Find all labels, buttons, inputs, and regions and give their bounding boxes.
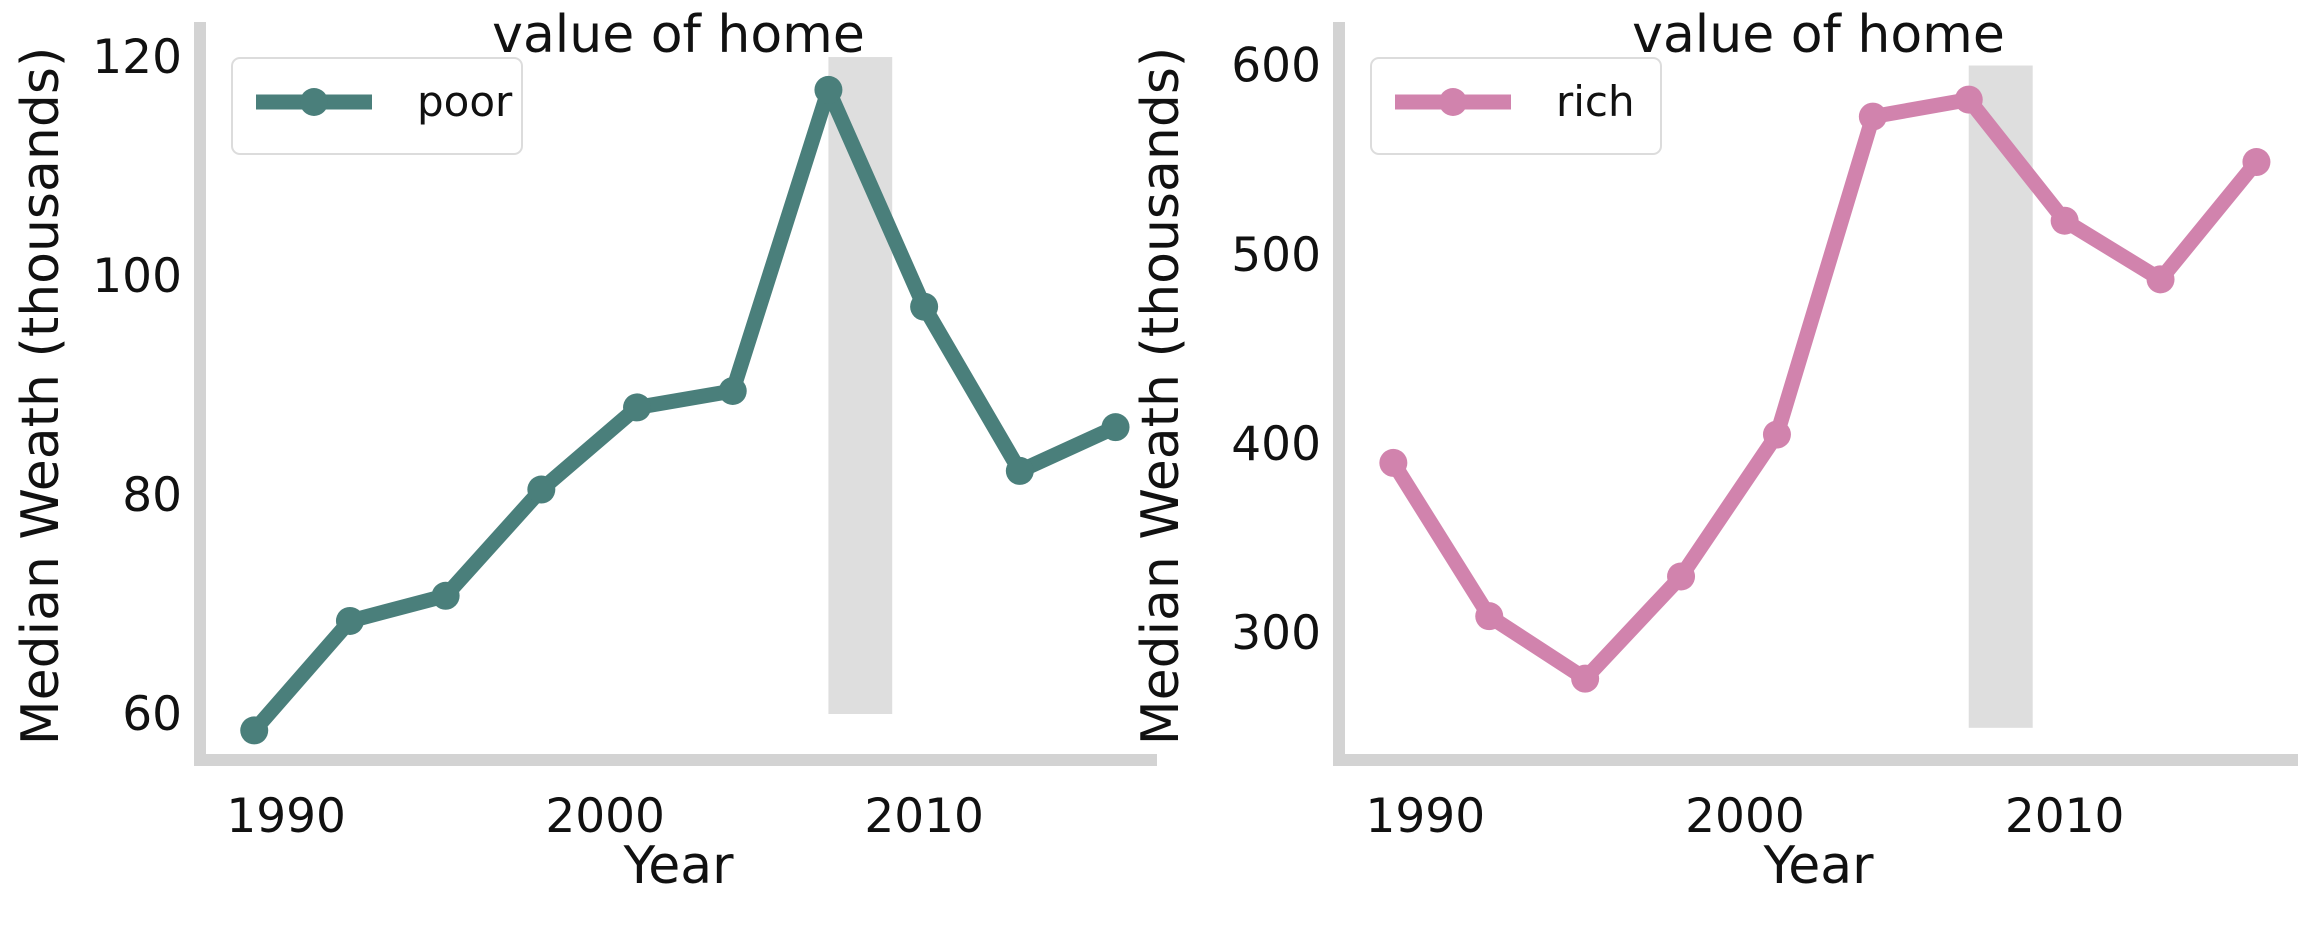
chart-1-x-tick-label: 2000 — [545, 789, 665, 844]
chart-1-legend-label: poor — [417, 77, 513, 126]
chart-2-data-point — [2242, 148, 2271, 177]
chart-1-data-point — [623, 393, 652, 422]
chart-1-data-point — [718, 377, 747, 405]
chart-2-data-point — [1954, 85, 1983, 114]
chart-2-x-tick-label: 1990 — [1365, 789, 1485, 844]
chart-2-data-point — [2146, 265, 2175, 294]
chart-2-y-tick-label: 400 — [1231, 417, 1321, 472]
chart-2-y-tick-label: 500 — [1231, 228, 1321, 283]
chart-1-x-tick-label: 1990 — [226, 789, 346, 844]
chart-1-legend-box — [231, 57, 523, 155]
chart-2-y-tick-label: 600 — [1231, 39, 1321, 94]
chart-1-legend-marker — [300, 88, 328, 116]
chart-2-data-point — [1379, 448, 1408, 477]
chart-2-legend-marker — [1439, 88, 1467, 116]
chart-2-data-point — [2050, 206, 2079, 235]
chart-1-y-tick-label: 60 — [122, 687, 182, 742]
chart-2-data-point — [1762, 420, 1791, 449]
chart-panel-1: 60 80 100 120 1990 2000 2010 value of home Year M… — [11, 5, 1157, 896]
chart-2-legend-box — [1370, 57, 1662, 155]
chart-2-x-tick-label: 2010 — [2005, 789, 2125, 844]
chart-1-data-point — [814, 75, 843, 104]
chart-1-data-point — [335, 606, 364, 635]
chart-2-x-axis-label: Year — [1762, 836, 1874, 896]
chart-1-data-point — [910, 292, 939, 321]
chart-1-x-axis-label: Year — [622, 836, 734, 896]
chart-2-data-point — [1571, 664, 1600, 693]
chart-1-series-line-poor — [246, 82, 1124, 738]
chart-1-y-axis-label: Median Weath (thousands) — [11, 47, 71, 745]
chart-1-data-point — [1101, 413, 1130, 442]
chart-panel-2: 300 400 500 600 1990 2000 2010 value of home Yea… — [1131, 5, 2298, 896]
chart-1-data-point — [1005, 456, 1034, 485]
chart-1-x-tick-label: 2010 — [864, 789, 984, 844]
chart-2-x-tick-label: 2000 — [1685, 789, 1805, 844]
chart-2-y-tick-label: 300 — [1231, 606, 1321, 661]
chart-2-data-point — [1667, 562, 1696, 591]
chart-2-series-line-rich — [1385, 92, 2264, 687]
chart-2-y-axis-label: Median Weath (thousands) — [1131, 47, 1191, 745]
chart-2-data-point — [1475, 602, 1504, 631]
chart-1-data-point — [527, 475, 556, 504]
chart-1-data-point — [240, 716, 269, 745]
chart-2-title: value of home — [1632, 5, 2005, 65]
chart-1-title: value of home — [492, 5, 865, 65]
chart-2-data-point — [1858, 102, 1887, 131]
chart-1-y-tick-label: 80 — [122, 468, 182, 523]
chart-2-legend-label: rich — [1556, 77, 1635, 126]
chart-1-data-point — [431, 581, 460, 610]
chart-1-y-tick-label: 120 — [92, 30, 182, 85]
chart-1-y-tick-label: 100 — [92, 249, 182, 304]
